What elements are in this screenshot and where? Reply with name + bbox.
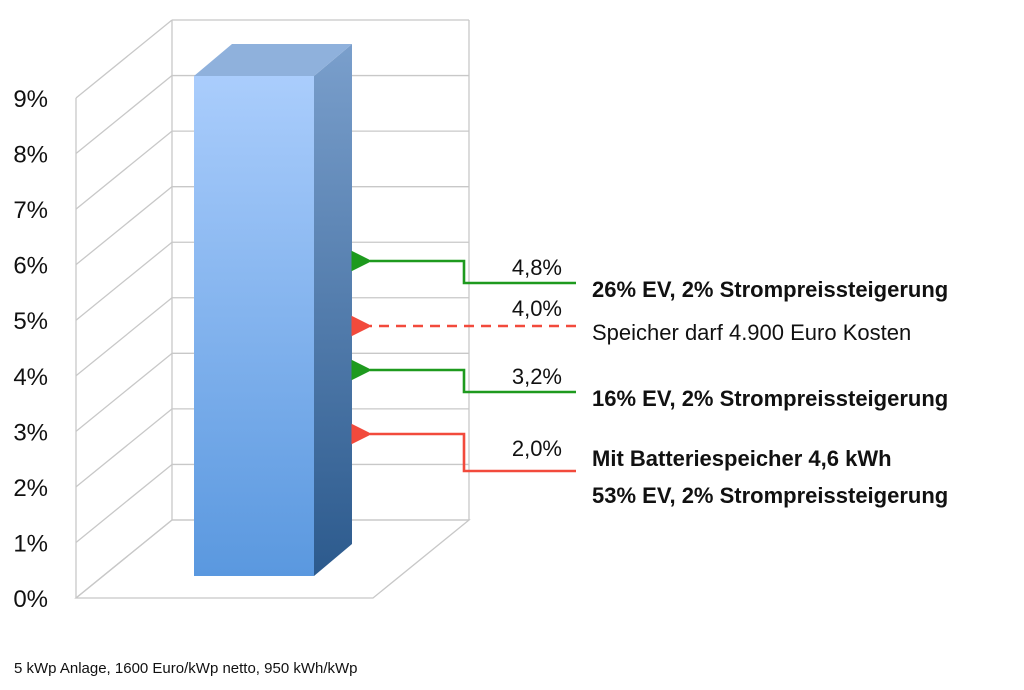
annotation-4: 2,0% Mit Batteriespeicher 4,6 kWh 53% EV, … bbox=[351, 423, 948, 508]
bar-front-face bbox=[194, 76, 314, 576]
gridline-diagonal bbox=[75, 463, 173, 543]
annotation-label: Speicher darf 4.900 Euro Kosten bbox=[592, 320, 911, 345]
y-axis-ticks: 0% 1% 2% 3% 4% 5% 6% 7% 8% 9% bbox=[13, 86, 48, 613]
annotations: 4,8% 26% EV, 2% Strompreissteigerung 4,0% S… bbox=[351, 250, 948, 508]
y-tick-label: 0% bbox=[13, 586, 48, 613]
gridline-diagonal bbox=[75, 408, 173, 488]
annotation-arrow bbox=[351, 359, 576, 394]
gridline-diagonal bbox=[75, 75, 173, 155]
y-tick-label: 4% bbox=[13, 364, 48, 391]
gridline-diagonal bbox=[75, 130, 173, 210]
annotation-value-label: 4,0% bbox=[512, 296, 562, 321]
annotation-label: 16% EV, 2% Strompreissteigerung bbox=[592, 386, 948, 411]
y-tick-label: 9% bbox=[13, 86, 48, 113]
bar-side-face bbox=[314, 44, 352, 576]
y-tick-label: 8% bbox=[13, 142, 48, 169]
gridline-diagonal bbox=[75, 241, 173, 321]
y-tick-label: 1% bbox=[13, 530, 48, 557]
annotation-value-label: 4,8% bbox=[512, 255, 562, 280]
annotation-label: 53% EV, 2% Strompreissteigerung bbox=[592, 483, 948, 508]
gridline-diagonal bbox=[75, 297, 173, 377]
gridline-diagonal bbox=[75, 19, 173, 99]
gridline-diagonal bbox=[75, 352, 173, 432]
y-tick-label: 7% bbox=[13, 197, 48, 224]
gridline-diagonal bbox=[75, 186, 173, 266]
footnote: 5 kWp Anlage, 1600 Euro/kWp netto, 950 k… bbox=[14, 660, 358, 677]
annotation-label: 26% EV, 2% Strompreissteigerung bbox=[592, 277, 948, 302]
y-tick-label: 3% bbox=[13, 419, 48, 446]
bar-top-face bbox=[194, 44, 352, 76]
bar-3d bbox=[194, 44, 352, 576]
y-tick-label: 6% bbox=[13, 253, 48, 280]
annotation-value-label: 2,0% bbox=[512, 436, 562, 461]
annotation-1: 4,8% 26% EV, 2% Strompreissteigerung bbox=[351, 250, 948, 302]
annotation-2: 4,0% Speicher darf 4.900 Euro Kosten bbox=[351, 296, 911, 345]
annotation-value-label: 3,2% bbox=[512, 364, 562, 389]
annotation-label: Mit Batteriespeicher 4,6 kWh bbox=[592, 446, 892, 471]
y-tick-label: 2% bbox=[13, 475, 48, 502]
annotation-arrow bbox=[351, 423, 576, 473]
annotation-arrow bbox=[351, 250, 576, 285]
annotation-3: 3,2% 16% EV, 2% Strompreissteigerung bbox=[351, 359, 948, 411]
y-tick-label: 5% bbox=[13, 308, 48, 335]
